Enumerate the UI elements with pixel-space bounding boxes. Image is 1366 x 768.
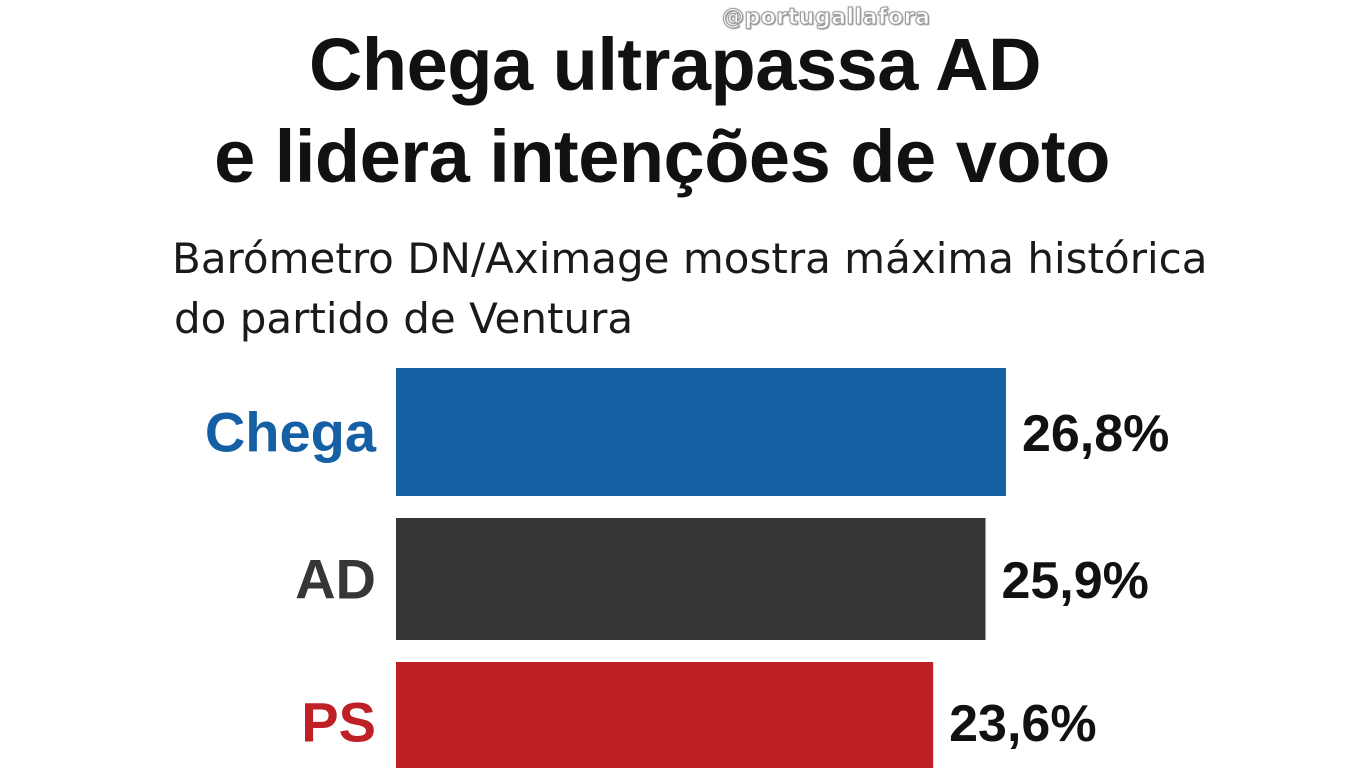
- value-label-ad: 25,9%: [1001, 552, 1148, 610]
- category-label-ad: AD: [295, 548, 376, 611]
- bar-chega: [396, 368, 1006, 496]
- category-label-ps: PS: [301, 691, 376, 754]
- value-label-chega: 26,8%: [1022, 405, 1169, 463]
- chart-subtitle-line-2: do partido de Ventura: [174, 294, 634, 343]
- category-label-chega: Chega: [205, 401, 377, 464]
- chart-title-line-2: e lidera intenções de voto: [214, 115, 1110, 198]
- watermark-handle: @portugallafora: [721, 5, 931, 31]
- value-label-ps: 23,6%: [949, 695, 1096, 753]
- chart-subtitle-line-1: Barómetro DN/Aximage mostra máxima histó…: [172, 234, 1208, 283]
- bar-ps: [396, 662, 934, 768]
- chart-title-line-1: Chega ultrapassa AD: [308, 23, 1042, 106]
- bar-ad: [396, 518, 986, 640]
